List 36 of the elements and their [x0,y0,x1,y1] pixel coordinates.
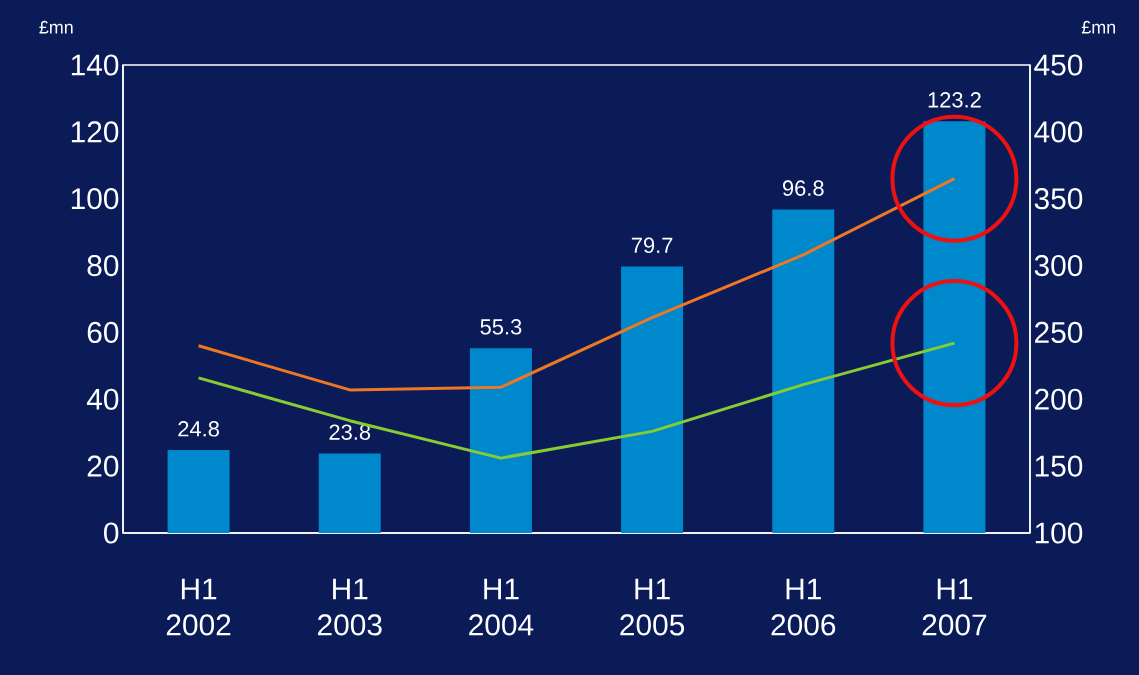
y2-tick-label: 250 [1035,321,1083,344]
y2-tick-label: 300 [1034,254,1083,277]
data-label: 24.8 [178,421,219,437]
y-tick-label: 40 [86,388,119,410]
x-tick-label: H1 2005 [620,578,685,636]
data-label: 23.8 [329,424,371,440]
y-tick-label: 60 [87,321,119,344]
data-label: 96.8 [782,180,824,196]
y-axis-title: £mn [39,20,73,34]
y2-tick-label: 350 [1034,188,1083,210]
y-tick-label: 100 [71,188,119,210]
data-label: 79.7 [631,237,673,254]
y-tick-label: 0 [104,522,119,544]
y-tick-label: 20 [87,455,119,477]
x-tick-label: H1 2002 [166,578,231,636]
y-tick-label: 120 [71,121,119,143]
x-tick-label: H1 2007 [922,578,987,636]
y2-tick-label: 150 [1035,455,1083,477]
data-label: 55.3 [480,319,522,335]
y2-tick-label: 200 [1035,388,1083,410]
y-tick-label: 140 [71,54,119,76]
y2-axis-title: £mn [1081,20,1115,34]
x-tick-label: H1 2003 [318,578,382,636]
bar [318,453,381,533]
bar [772,209,835,533]
x-tick-label: H1 2004 [469,578,534,636]
y2-tick-label: 450 [1034,54,1083,76]
bar [469,348,532,533]
y-tick-label: 80 [87,254,119,277]
bar [621,266,684,533]
data-label: 123.2 [928,92,981,108]
bar [167,450,230,533]
line-series [197,177,956,392]
x-tick-label: H1 2006 [771,578,836,636]
y2-tick-label: 100 [1035,522,1083,544]
y2-tick-label: 400 [1034,121,1083,143]
